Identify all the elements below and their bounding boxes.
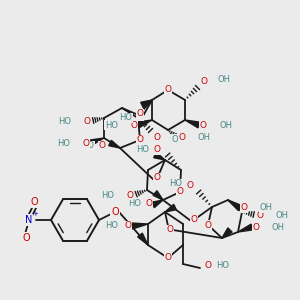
Text: N: N	[25, 215, 33, 225]
Polygon shape	[138, 233, 148, 245]
Polygon shape	[153, 191, 163, 200]
Text: O: O	[176, 188, 184, 196]
Text: O: O	[200, 121, 206, 130]
Text: OH: OH	[198, 134, 211, 142]
Text: O: O	[146, 199, 152, 208]
Text: O: O	[154, 133, 160, 142]
Text: O: O	[164, 254, 172, 262]
Text: O: O	[205, 262, 212, 271]
Text: OH: OH	[219, 121, 232, 130]
Text: O: O	[187, 181, 194, 190]
Polygon shape	[152, 200, 163, 208]
Text: OH: OH	[218, 74, 231, 83]
Text: HO: HO	[101, 190, 114, 200]
Text: O: O	[130, 121, 137, 130]
Polygon shape	[137, 120, 152, 128]
Polygon shape	[222, 228, 232, 238]
Text: HO: HO	[136, 146, 149, 154]
Text: HO: HO	[216, 260, 229, 269]
Text: HO: HO	[169, 179, 182, 188]
Text: O: O	[136, 110, 143, 118]
Text: O: O	[205, 220, 212, 230]
Text: O: O	[241, 203, 248, 212]
Text: HO: HO	[81, 142, 94, 151]
Text: O: O	[253, 223, 260, 232]
Polygon shape	[132, 223, 148, 229]
Text: OH: OH	[272, 223, 285, 232]
Text: O: O	[200, 76, 208, 85]
Text: HO: HO	[105, 121, 118, 130]
Text: O: O	[154, 146, 160, 154]
Polygon shape	[228, 200, 242, 211]
Polygon shape	[89, 138, 104, 146]
Text: O: O	[167, 226, 173, 235]
Text: O: O	[190, 214, 197, 224]
Text: OH: OH	[260, 203, 273, 212]
Text: O: O	[30, 197, 38, 207]
Text: O: O	[164, 85, 172, 94]
Text: HO: HO	[57, 139, 70, 148]
Text: O: O	[136, 112, 143, 121]
Polygon shape	[154, 152, 165, 160]
Text: HO: HO	[105, 221, 118, 230]
Text: OH: OH	[171, 134, 184, 143]
Polygon shape	[109, 140, 120, 148]
Text: HO: HO	[128, 200, 141, 208]
Text: O: O	[98, 142, 106, 151]
Text: O: O	[256, 211, 263, 220]
Polygon shape	[185, 120, 200, 128]
Text: O: O	[127, 190, 134, 200]
Text: O: O	[22, 233, 30, 243]
Text: O: O	[83, 116, 91, 125]
Text: O: O	[124, 221, 131, 230]
Text: HO: HO	[119, 113, 132, 122]
Text: HO: HO	[58, 116, 71, 125]
Text: OH: OH	[276, 211, 289, 220]
Text: +: +	[32, 211, 38, 217]
Polygon shape	[238, 224, 253, 232]
Text: O: O	[111, 207, 119, 217]
Text: O: O	[136, 136, 143, 145]
Text: O: O	[82, 139, 89, 148]
Polygon shape	[165, 204, 176, 212]
Text: O: O	[154, 173, 160, 182]
Text: O: O	[178, 134, 185, 142]
Polygon shape	[141, 100, 152, 108]
